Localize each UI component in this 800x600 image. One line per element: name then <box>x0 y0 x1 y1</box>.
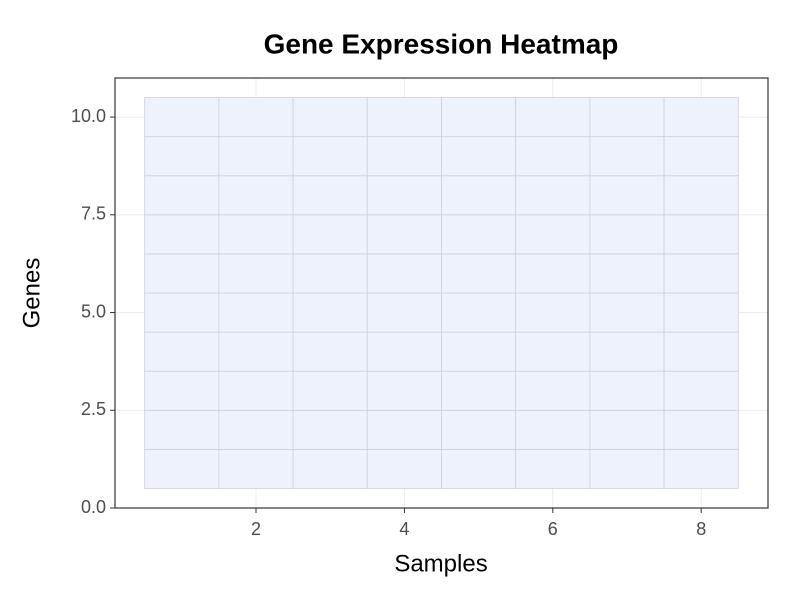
heatmap-cell <box>218 331 294 372</box>
heatmap-cell <box>292 370 368 411</box>
heatmap-cell <box>292 253 368 294</box>
x-tick-label: 4 <box>399 519 409 539</box>
heatmap-cell <box>366 97 442 138</box>
heatmap-cell <box>515 292 591 333</box>
heatmap-cell <box>441 253 517 294</box>
heatmap-cell <box>589 136 665 177</box>
heatmap-cell <box>144 292 220 333</box>
heatmap-cell <box>663 253 739 294</box>
y-axis-label: Genes <box>18 258 45 329</box>
heatmap-cell <box>441 175 517 216</box>
heatmap-cell <box>515 214 591 255</box>
heatmap-cell <box>218 448 294 489</box>
heatmap-cell <box>144 331 220 372</box>
heatmap-cell <box>663 370 739 411</box>
heatmap-cell <box>663 214 739 255</box>
heatmap-cell <box>441 136 517 177</box>
heatmap-cell <box>366 370 442 411</box>
heatmap-cell <box>589 409 665 450</box>
heatmap-cell <box>589 448 665 489</box>
heatmap-cell <box>515 448 591 489</box>
heatmap-cell <box>218 253 294 294</box>
heatmap-cell <box>218 370 294 411</box>
heatmap-cell <box>515 253 591 294</box>
y-tick-label: 7.5 <box>81 204 106 224</box>
heatmap-cell <box>144 175 220 216</box>
y-tick-label: 2.5 <box>81 399 106 419</box>
heatmap-cell <box>292 409 368 450</box>
heatmap-cell <box>366 136 442 177</box>
x-tick-label: 6 <box>548 519 558 539</box>
heatmap-cell <box>366 292 442 333</box>
heatmap-cell <box>144 409 220 450</box>
heatmap-cell <box>144 97 220 138</box>
heatmap-cell <box>292 214 368 255</box>
heatmap-cell <box>218 97 294 138</box>
heatmap-cell <box>218 292 294 333</box>
x-axis-label: Samples <box>394 550 487 577</box>
heatmap-cell <box>366 409 442 450</box>
heatmap-cell <box>292 136 368 177</box>
heatmap-cell <box>589 175 665 216</box>
heatmap-cell <box>663 448 739 489</box>
heatmap-cell <box>144 253 220 294</box>
heatmap-cell <box>515 331 591 372</box>
heatmap-cell <box>515 175 591 216</box>
heatmap-cell <box>589 331 665 372</box>
heatmap-cell <box>515 97 591 138</box>
heatmap-cell <box>441 370 517 411</box>
heatmap-cell <box>515 409 591 450</box>
heatmap-cell <box>144 136 220 177</box>
heatmap-cell <box>292 292 368 333</box>
heatmap-cell <box>292 175 368 216</box>
x-tick-label: 8 <box>696 519 706 539</box>
heatmap-cell <box>366 448 442 489</box>
heatmap-cell <box>515 370 591 411</box>
heatmap-cell <box>441 448 517 489</box>
heatmap-cell <box>589 292 665 333</box>
heatmap-cell <box>663 409 739 450</box>
heatmap-cell <box>441 292 517 333</box>
y-tick-label: 5.0 <box>81 301 106 321</box>
heatmap-cell <box>441 214 517 255</box>
heatmap-cell <box>292 448 368 489</box>
heatmap-cell <box>218 214 294 255</box>
heatmap-cell <box>366 331 442 372</box>
chart-title: Gene Expression Heatmap <box>264 28 619 59</box>
heatmap-cell <box>218 175 294 216</box>
heatmap-cell <box>441 409 517 450</box>
heatmap-cell <box>292 331 368 372</box>
heatmap-cell <box>515 136 591 177</box>
plot-border <box>114 77 769 509</box>
heatmap-cell <box>366 175 442 216</box>
heatmap-cell <box>589 253 665 294</box>
heatmap-cell <box>663 292 739 333</box>
heatmap-cell <box>663 175 739 216</box>
heatmap-cell <box>441 331 517 372</box>
heatmap-cell <box>218 136 294 177</box>
heatmap-cell <box>663 136 739 177</box>
heatmap-cell <box>589 214 665 255</box>
y-tick-label: 10.0 <box>71 106 106 126</box>
heatmap-cell <box>366 253 442 294</box>
y-tick-label: 0.0 <box>81 497 106 517</box>
heatmap-cell <box>144 370 220 411</box>
heatmap-cell <box>663 97 739 138</box>
heatmap-cell <box>366 214 442 255</box>
heatmap-cell <box>144 448 220 489</box>
heatmap-cell <box>663 331 739 372</box>
heatmap-cell <box>589 97 665 138</box>
heatmap-cell <box>589 370 665 411</box>
heatmap-cell <box>144 214 220 255</box>
heatmap-cell <box>218 409 294 450</box>
heatmap-cell <box>441 97 517 138</box>
x-tick-label: 2 <box>251 519 261 539</box>
heatmap-cell <box>292 97 368 138</box>
